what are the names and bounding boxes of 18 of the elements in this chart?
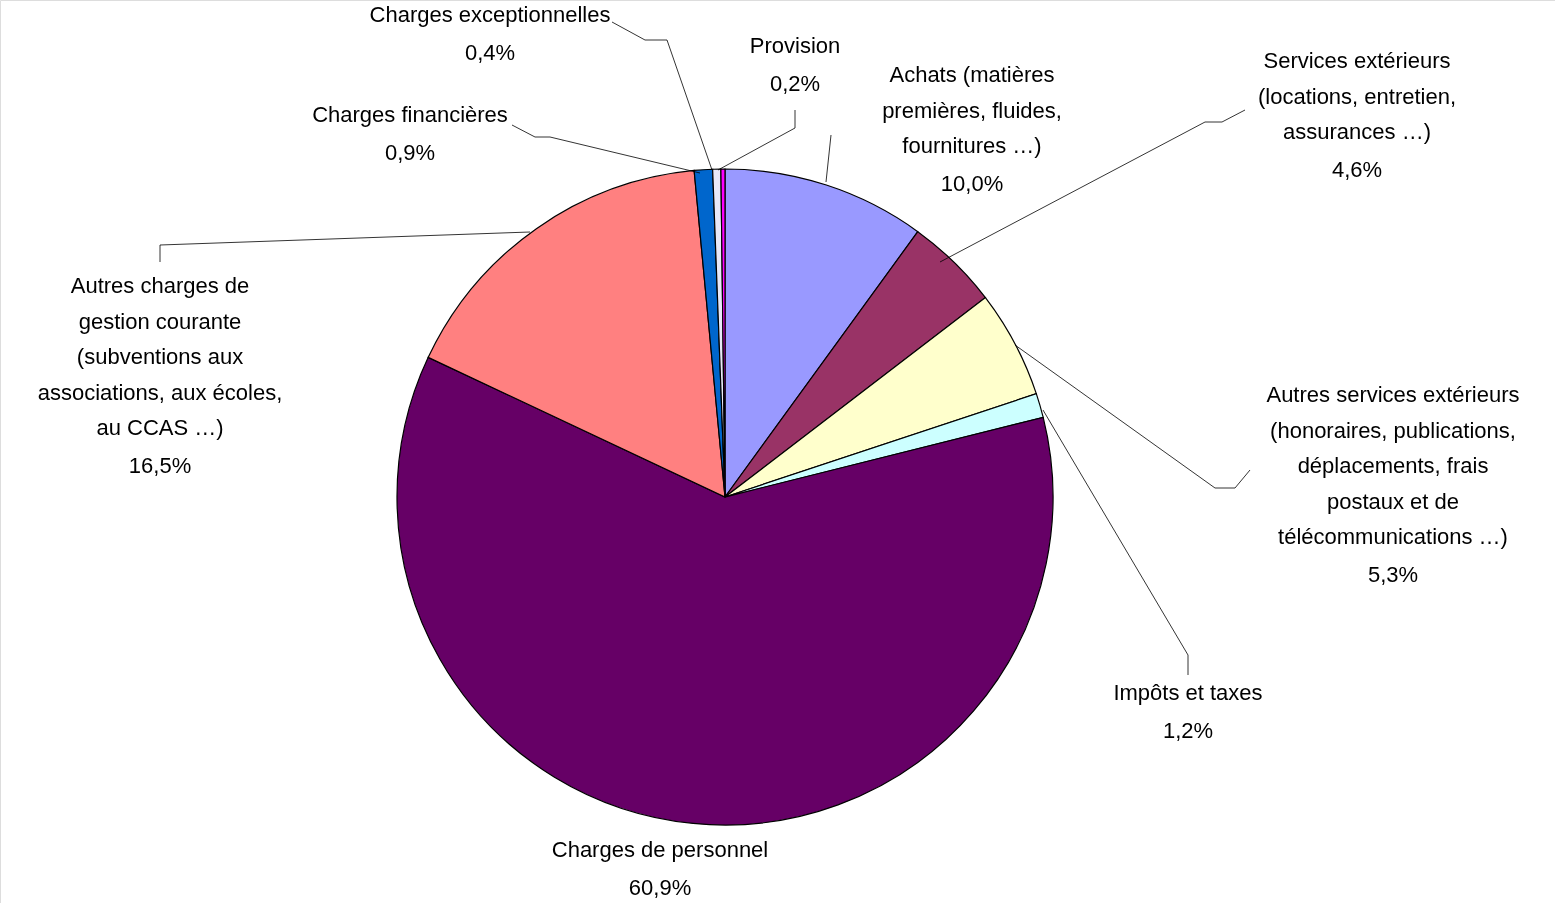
slice-label: Autres services extérieurs (honoraires, publications, déplacements, frais postaux et de télécommunications …) <box>1266 382 1520 549</box>
data-label: 5,3% <box>1367 561 1419 587</box>
data-label: 16,5% <box>128 452 192 478</box>
slice-label: Impôts et taxes <box>1113 680 1263 705</box>
data-label: 0,2% <box>769 70 821 96</box>
data-label: 10,0% <box>940 170 1004 196</box>
data-label: 60,9% <box>628 874 692 900</box>
data-label: 1,2% <box>1162 717 1214 743</box>
slice-label: Achats (matières premières, fluides, fournitures …) <box>882 62 1062 158</box>
slice-label: Provision <box>749 33 841 58</box>
slice-label: Charges exceptionnelles <box>369 2 611 27</box>
slice-label: Charges de personnel <box>551 837 769 862</box>
slice-label: Services extérieurs (locations, entretien, assurances …) <box>1257 48 1457 144</box>
data-label: 4,6% <box>1331 156 1383 182</box>
slice-label: Charges financières <box>312 102 508 127</box>
slice-label: Autres charges de gestion courante (subventions aux associations, aux écoles, au CCAS …) <box>37 273 283 440</box>
data-label: 0,9% <box>384 139 436 165</box>
data-label: 0,4% <box>464 39 516 65</box>
